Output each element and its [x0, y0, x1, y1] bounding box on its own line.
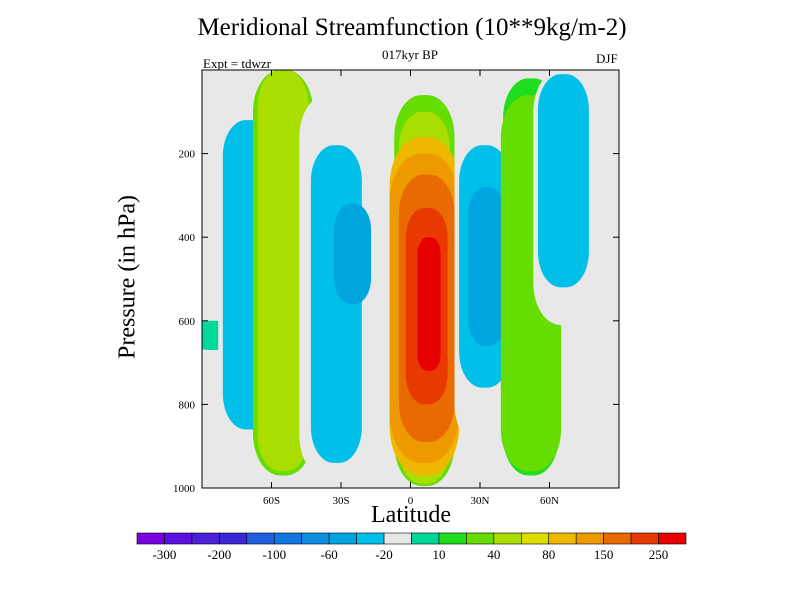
colorbar-label-1: -200	[207, 547, 231, 562]
colorbar-swatch-0	[136, 532, 165, 545]
x-tick-label-2: 0	[408, 495, 414, 507]
colorbar-label-5: 10	[432, 547, 445, 562]
colorbar-swatch-1	[164, 532, 193, 545]
x-tick-label-1: 30S	[332, 495, 349, 507]
colorbar-swatch-10	[411, 532, 440, 545]
experiment-label: Expt = tdwzr	[203, 56, 271, 71]
contour-region-7	[334, 203, 372, 305]
chart-subtitle: 017kyr BP	[382, 47, 438, 62]
colorbar-swatch-4	[246, 532, 275, 545]
contour-region-4	[257, 70, 309, 472]
y-tick-label-0: 200	[179, 149, 196, 161]
y-tick-label-1: 400	[179, 232, 196, 244]
x-axis: 60S 30S 0 30N 60N	[263, 70, 559, 507]
colorbar-label-4: -20	[375, 547, 392, 562]
colorbar-label-8: 150	[594, 547, 614, 562]
y-tick-label-3: 800	[179, 399, 196, 411]
colorbar-swatch-7	[328, 532, 357, 545]
season-label: DJF	[596, 51, 618, 66]
colorbar-swatch-19	[658, 532, 687, 545]
colorbar-label-7: 80	[542, 547, 555, 562]
contour-region-18	[468, 187, 506, 346]
chart-title: Meridional Streamfunction (10**9kg/m-2)	[197, 14, 627, 41]
colorbar-swatch-8	[356, 532, 385, 545]
x-axis-title: Latitude	[371, 502, 451, 528]
colorbar-swatch-12	[466, 532, 495, 545]
colorbar-swatch-6	[301, 532, 330, 545]
y-axis: 200 400 600 800 1000	[173, 149, 619, 495]
contour-region-15	[417, 237, 441, 371]
colorbar-label-9: 250	[649, 547, 669, 562]
y-tick-label-4: 1000	[173, 483, 196, 495]
colorbar-swatch-3	[219, 532, 248, 545]
colorbar-swatch-9	[383, 532, 412, 545]
colorbar-swatch-14	[520, 532, 550, 545]
colorbar-swatch-15	[548, 532, 577, 545]
colorbar-swatch-11	[438, 532, 467, 545]
colorbar-swatch-17	[603, 532, 632, 545]
contour-region-22	[537, 74, 589, 288]
contour-fills	[202, 70, 594, 486]
colorbar-swatch-5	[273, 532, 303, 545]
contour-region-6	[310, 145, 362, 463]
colorbar-swatch-2	[191, 532, 220, 545]
x-tick-label-0: 60S	[263, 495, 280, 507]
x-tick-label-3: 30N	[471, 495, 490, 507]
x-tick-label-4: 60N	[540, 495, 559, 507]
colorbar-swatch-16	[575, 532, 604, 545]
colorbar-label-0: -300	[153, 547, 177, 562]
colorbar: -300 -200 -100 -60 -20 10 40 80 150 250	[136, 532, 687, 562]
y-tick-label-2: 600	[179, 316, 196, 328]
colorbar-swatch-13	[493, 532, 522, 545]
colorbar-label-3: -60	[320, 547, 337, 562]
colorbar-label-2: -100	[262, 547, 286, 562]
colorbar-label-6: 40	[487, 547, 500, 562]
colorbar-swatch-18	[630, 532, 659, 545]
contour-region-8	[375, 70, 436, 96]
